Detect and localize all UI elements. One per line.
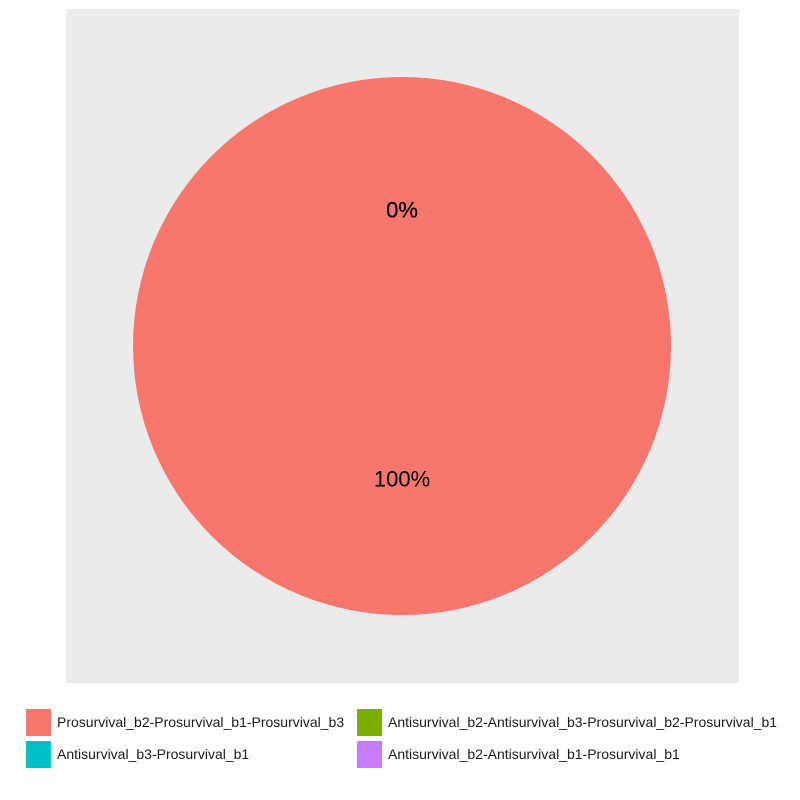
pie-slices bbox=[133, 77, 671, 615]
legend-swatch bbox=[357, 708, 382, 736]
legend-label: Antisurvival_b2-Antisurvival_b3-Prosurvi… bbox=[388, 714, 778, 730]
legend-label: Antisurvival_b2-Antisurvival_b1-Prosurvi… bbox=[388, 746, 680, 762]
slice-percent-label: 0% bbox=[386, 197, 418, 222]
legend-swatch bbox=[26, 740, 51, 768]
slice-percent-label: 100% bbox=[374, 466, 430, 491]
legend-label: Prosurvival_b2-Prosurvival_b1-Prosurviva… bbox=[57, 714, 345, 730]
legend: Prosurvival_b2-Prosurvival_b1-Prosurviva… bbox=[26, 708, 800, 772]
legend-item: Antisurvival_b3-Prosurvival_b1 bbox=[26, 740, 249, 768]
legend-item: Antisurvival_b2-Antisurvival_b3-Prosurvi… bbox=[357, 708, 777, 736]
slice-percent-label: 0% bbox=[386, 197, 418, 222]
slice-percent-label: 0% bbox=[386, 197, 418, 222]
legend-item: Antisurvival_b2-Antisurvival_b1-Prosurvi… bbox=[357, 740, 680, 768]
pie-labels: 100%0%0%0% bbox=[374, 197, 430, 491]
pie-slice bbox=[133, 77, 671, 615]
legend-swatch bbox=[357, 740, 382, 768]
legend-label: Antisurvival_b3-Prosurvival_b1 bbox=[57, 746, 250, 762]
legend-item: Prosurvival_b2-Prosurvival_b1-Prosurviva… bbox=[26, 708, 344, 736]
legend-swatch bbox=[26, 708, 51, 736]
